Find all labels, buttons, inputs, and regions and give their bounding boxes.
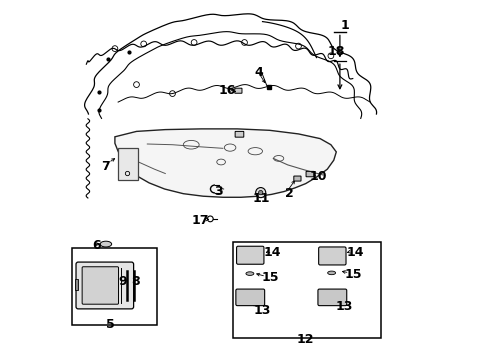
Text: 14: 14	[264, 246, 281, 259]
Ellipse shape	[245, 272, 253, 275]
FancyBboxPatch shape	[317, 289, 346, 306]
Ellipse shape	[327, 271, 335, 275]
Text: 17: 17	[191, 214, 209, 227]
Text: 6: 6	[92, 239, 101, 252]
Text: 14: 14	[346, 246, 364, 259]
Text: 16: 16	[218, 84, 235, 96]
FancyBboxPatch shape	[76, 262, 133, 309]
Text: 12: 12	[296, 333, 313, 346]
Text: 18: 18	[327, 45, 344, 58]
Text: 8: 8	[131, 275, 140, 288]
FancyBboxPatch shape	[305, 171, 313, 177]
Polygon shape	[115, 129, 336, 197]
FancyBboxPatch shape	[234, 88, 242, 93]
Text: 13: 13	[253, 304, 270, 317]
Text: 15: 15	[344, 268, 361, 281]
FancyBboxPatch shape	[82, 267, 118, 304]
Bar	[72, 248, 157, 325]
FancyBboxPatch shape	[235, 131, 244, 137]
Bar	[75, 279, 78, 290]
Ellipse shape	[100, 241, 111, 247]
FancyBboxPatch shape	[236, 246, 264, 264]
Text: 2: 2	[285, 187, 293, 200]
FancyBboxPatch shape	[293, 176, 301, 181]
Text: 15: 15	[261, 271, 279, 284]
Bar	[118, 148, 138, 180]
Text: 4: 4	[254, 66, 263, 79]
Text: 9: 9	[118, 275, 127, 288]
Text: 1: 1	[340, 19, 349, 32]
Circle shape	[255, 188, 265, 198]
FancyBboxPatch shape	[318, 247, 346, 265]
Bar	[232, 242, 380, 338]
Text: 5: 5	[106, 318, 115, 331]
Text: 3: 3	[214, 185, 223, 198]
Text: 10: 10	[309, 170, 326, 183]
Text: 7: 7	[101, 160, 109, 173]
Text: 13: 13	[335, 300, 352, 313]
FancyBboxPatch shape	[235, 289, 264, 306]
Text: 11: 11	[252, 192, 270, 205]
Circle shape	[258, 190, 263, 195]
